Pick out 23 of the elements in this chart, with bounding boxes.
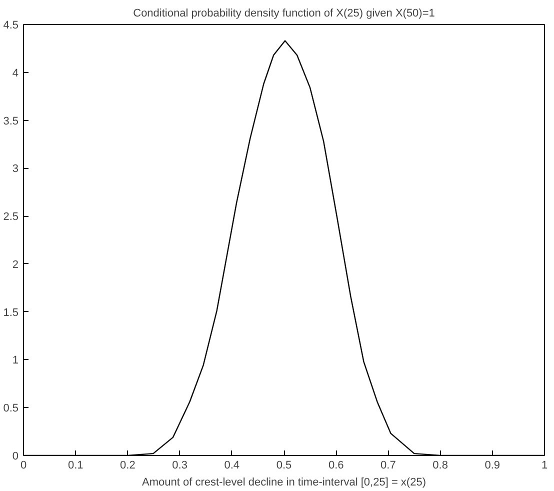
y-tick-label: 0.5: [3, 402, 19, 415]
y-tick-label: 3: [12, 163, 19, 176]
y-tick-label: 2.5: [3, 211, 19, 224]
x-axis-title: Amount of crest-level decline in time-interval [0,25] = x(25): [142, 476, 426, 488]
x-tick-label: 0.7: [380, 460, 396, 472]
y-tick-label: 4.5: [3, 20, 19, 32]
x-tick-label: 0.6: [328, 460, 344, 472]
x-tick-label: 0.9: [484, 460, 500, 472]
x-tick-label: 0.2: [120, 460, 136, 472]
chart-title: Conditional probability density function of X(25) given X(50)=1: [133, 8, 435, 20]
x-tick-label: 0.1: [68, 460, 84, 472]
x-tick-label: 0.8: [432, 460, 448, 472]
x-tick-label: 0.5: [276, 460, 292, 472]
x-tick-label: 0: [20, 460, 27, 472]
y-tick-label: 0: [12, 450, 19, 462]
y-tick-label: 1: [12, 354, 19, 367]
x-tick-label: 1: [541, 460, 548, 472]
y-tick-label: 2: [12, 258, 19, 271]
x-tick-label: 0.3: [172, 460, 188, 472]
y-tick-label: 3.5: [3, 115, 19, 128]
y-tick-label: 4: [12, 67, 19, 80]
y-tick-label: 1.5: [3, 306, 19, 319]
x-tick-label: 0.4: [224, 460, 240, 472]
